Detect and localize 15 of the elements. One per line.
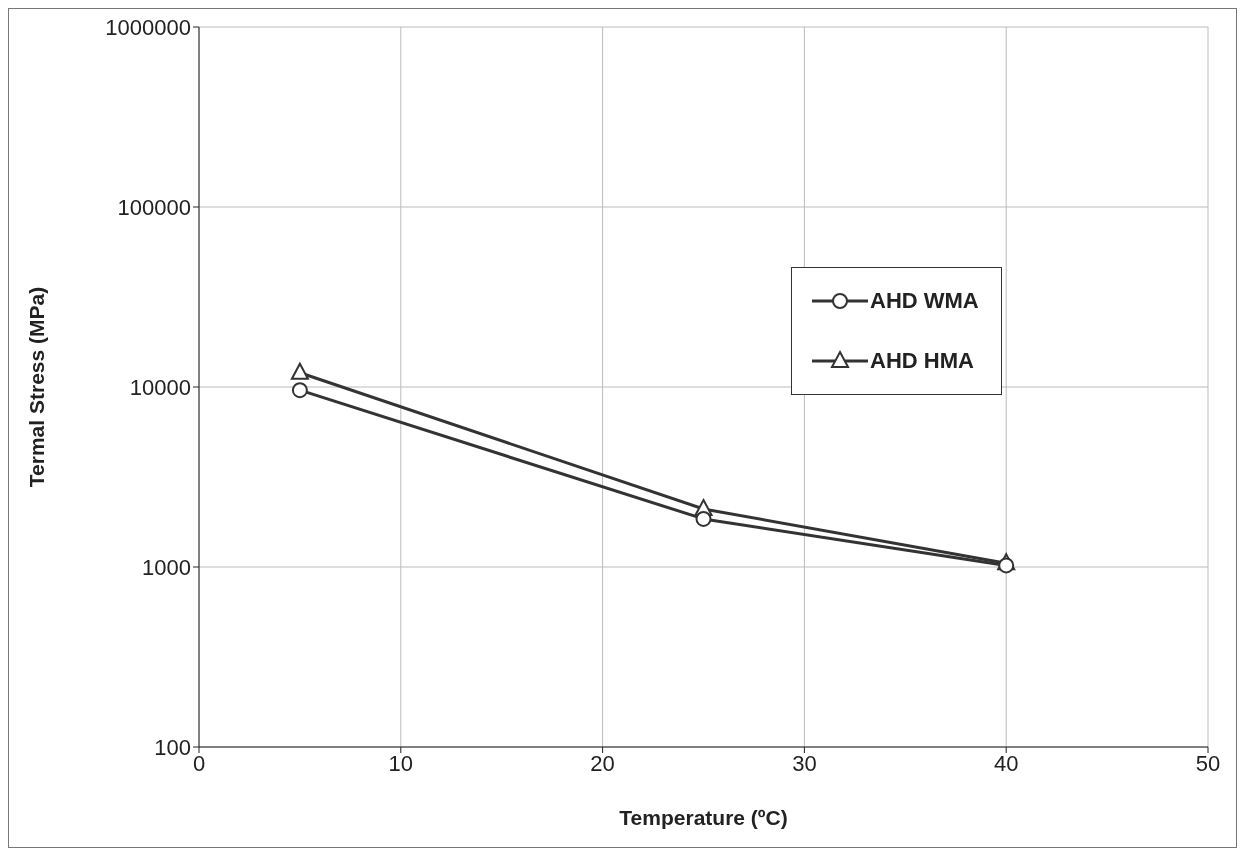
y-tick-label: 100000 (117, 194, 191, 220)
y-axis-title: Termal Stress (MPa) (25, 286, 49, 488)
legend-label: AHD WMA (870, 288, 979, 314)
x-tick-label: 40 (993, 750, 1019, 776)
y-tick-label: 100 (154, 734, 191, 760)
y-tick-label: 10000 (129, 374, 191, 400)
x-tick-label: 30 (792, 750, 817, 776)
x-tick-label: 0 (192, 750, 206, 776)
y-tick-label: 1000000 (105, 14, 191, 40)
x-axis-title: Temperature (ºC) (619, 806, 788, 829)
x-tick-label: 20 (590, 750, 615, 776)
legend-label: AHD HMA (870, 348, 974, 374)
x-tick-label: 10 (388, 750, 414, 776)
x-tick-label: 50 (1195, 750, 1221, 776)
y-tick-label: 1000 (142, 554, 191, 580)
